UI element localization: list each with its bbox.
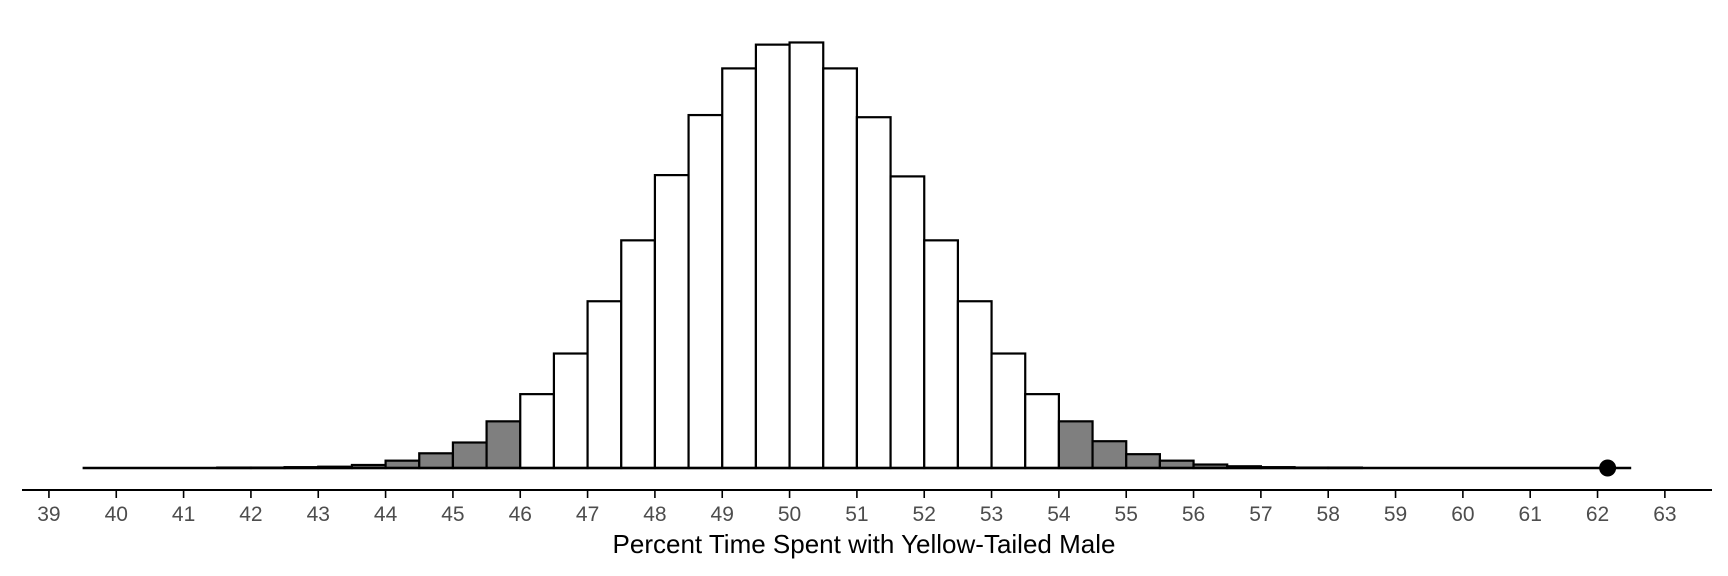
x-tick-label: 43: [307, 503, 330, 526]
histogram-bar: [721, 67, 758, 470]
x-tick-label: 42: [239, 503, 262, 526]
x-tick-label: 63: [1653, 503, 1676, 526]
histogram-bar: [451, 441, 488, 470]
x-tick-label: 52: [913, 503, 936, 526]
x-tick-label: 54: [1047, 503, 1071, 526]
histogram-bar: [485, 420, 522, 470]
histogram-bar: [620, 239, 657, 470]
x-tick-label: 45: [441, 503, 464, 526]
x-tick-label: 40: [105, 503, 128, 526]
x-tick-label: 41: [172, 503, 195, 526]
histogram-bar: [822, 67, 859, 470]
histogram-bar: [889, 175, 926, 470]
x-tick-label: 55: [1115, 503, 1138, 526]
histogram-bar: [687, 113, 724, 470]
histogram-bar: [1024, 393, 1060, 470]
x-tick-label: 60: [1451, 503, 1474, 526]
x-tick-label: 48: [643, 503, 666, 526]
histogram-bars: [216, 41, 1363, 470]
histogram-bar: [552, 352, 589, 470]
histogram-bar: [788, 41, 825, 470]
x-tick-label: 51: [845, 503, 868, 526]
x-tick-label: 44: [374, 503, 398, 526]
histogram-bar: [855, 116, 892, 470]
histogram-bar: [653, 174, 690, 470]
x-tick-label: 58: [1317, 503, 1340, 526]
x-tick-label: 57: [1249, 503, 1272, 526]
x-tick-label: 61: [1519, 503, 1542, 526]
x-axis-title: Percent Time Spent with Yellow-Tailed Ma…: [613, 529, 1116, 559]
x-tick-label: 46: [509, 503, 532, 526]
histogram-bar: [956, 300, 993, 470]
x-tick-label: 39: [37, 503, 60, 526]
histogram-bar: [1125, 453, 1161, 470]
histogram-bar: [586, 300, 623, 470]
x-tick-label: 53: [980, 503, 1003, 526]
histogram-bar: [418, 452, 455, 470]
histogram-bar: [923, 239, 959, 470]
histogram-bar: [1091, 440, 1128, 470]
histogram-bar: [990, 352, 1027, 470]
x-tick-label: 56: [1182, 503, 1205, 526]
x-tick-label: 62: [1586, 503, 1609, 526]
x-tick-label: 59: [1384, 503, 1407, 526]
histogram-bar: [1057, 420, 1094, 470]
observed-value-point: [1599, 459, 1617, 477]
x-tick-label: 49: [711, 503, 734, 526]
x-tick-label: 47: [576, 503, 599, 526]
histogram-bar: [754, 43, 791, 470]
histogram-bar: [519, 393, 556, 470]
x-tick-label: 50: [778, 503, 801, 526]
observed-value-marker: [1599, 459, 1617, 477]
x-axis-ticks: 39 40 41 42 43 44 45 46 47 48 49 50 51 52 53 54 55 56 57 58…: [37, 490, 1677, 526]
